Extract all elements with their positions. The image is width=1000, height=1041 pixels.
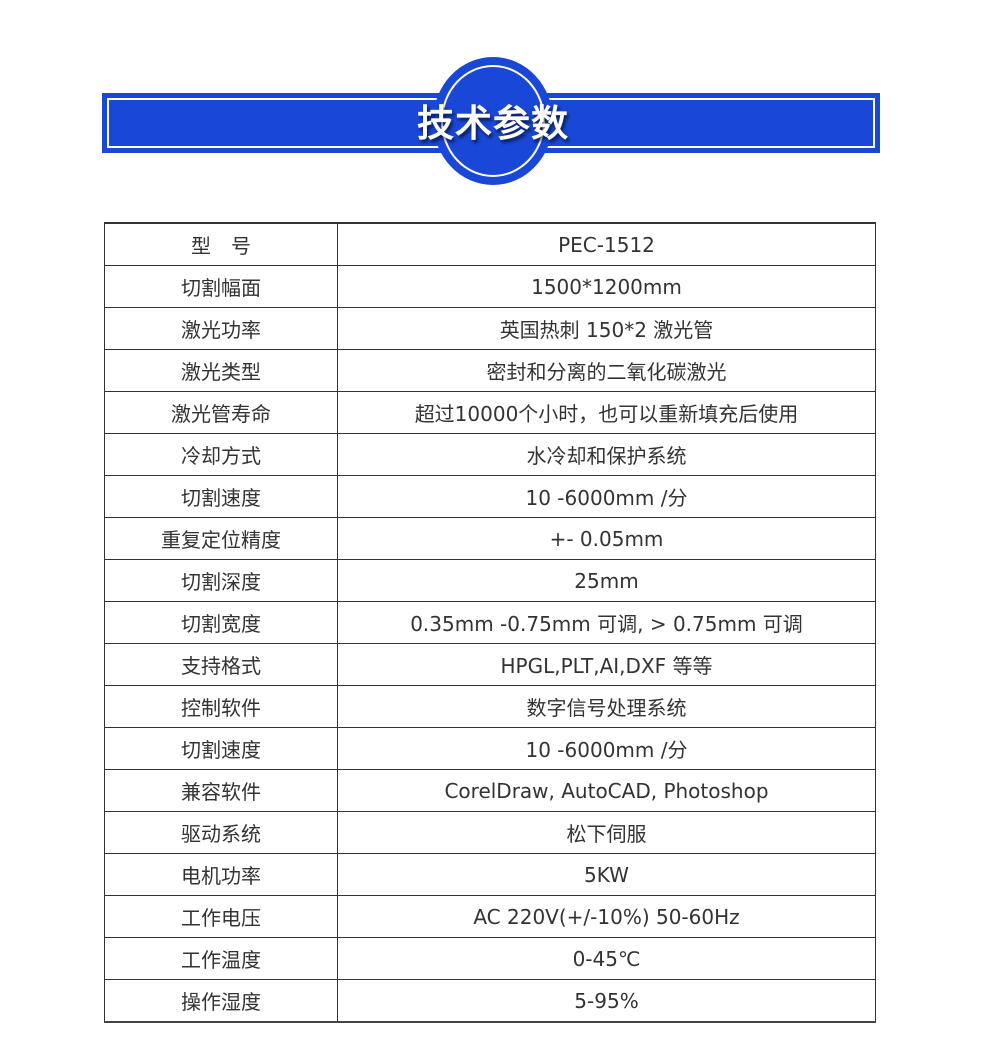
- table-row: 工作电压 AC 220V(+/-10%) 50-60Hz: [104, 895, 876, 938]
- spec-label: 激光管寿命: [104, 391, 338, 434]
- spec-value: 0-45℃: [337, 937, 876, 980]
- table-row: 激光功率 英国热刺 150*2 激光管: [104, 307, 876, 350]
- section-title: 技术参数: [417, 102, 569, 145]
- spec-label: 切割速度: [104, 475, 338, 518]
- spec-value: 25mm: [337, 559, 876, 602]
- spec-value: 英国热刺 150*2 激光管: [337, 307, 876, 350]
- spec-label: 切割幅面: [104, 265, 338, 308]
- spec-label: 重复定位精度: [104, 517, 338, 560]
- table-row: 控制软件 数字信号处理系统: [104, 685, 876, 728]
- spec-value: CorelDraw, AutoCAD, Photoshop: [337, 769, 876, 812]
- table-row: 操作湿度 5-95%: [104, 979, 876, 1023]
- spec-value: 10 -6000mm /分: [337, 475, 876, 518]
- spec-value: 水冷却和保护系统: [337, 433, 876, 476]
- spec-label: 型 号: [104, 222, 338, 266]
- spec-value: 1500*1200mm: [337, 265, 876, 308]
- spec-label: 切割深度: [104, 559, 338, 602]
- spec-label: 激光功率: [104, 307, 338, 350]
- spec-value: 松下伺服: [337, 811, 876, 854]
- spec-value: PEC-1512: [337, 222, 876, 266]
- spec-label: 操作湿度: [104, 979, 338, 1023]
- table-row: 切割宽度 0.35mm -0.75mm 可调, > 0.75mm 可调: [104, 601, 876, 644]
- table-row: 切割速度 10 -6000mm /分: [104, 475, 876, 518]
- table-row: 驱动系统 松下伺服: [104, 811, 876, 854]
- table-row: 切割速度 10 -6000mm /分: [104, 727, 876, 770]
- spec-label: 驱动系统: [104, 811, 338, 854]
- spec-value: AC 220V(+/-10%) 50-60Hz: [337, 895, 876, 938]
- spec-label: 控制软件: [104, 685, 338, 728]
- table-row: 电机功率 5KW: [104, 853, 876, 896]
- spec-label: 切割宽度: [104, 601, 338, 644]
- table-row: 支持格式 HPGL,PLT,AI,DXF 等等: [104, 643, 876, 686]
- table-row: 重复定位精度 +- 0.05mm: [104, 517, 876, 560]
- spec-value: 数字信号处理系统: [337, 685, 876, 728]
- spec-value: 10 -6000mm /分: [337, 727, 876, 770]
- spec-value: HPGL,PLT,AI,DXF 等等: [337, 643, 876, 686]
- table-row: 激光管寿命 超过10000个小时，也可以重新填充后使用: [104, 391, 876, 434]
- spec-value: 0.35mm -0.75mm 可调, > 0.75mm 可调: [337, 601, 876, 644]
- spec-label: 切割速度: [104, 727, 338, 770]
- spec-label: 工作电压: [104, 895, 338, 938]
- spec-table: 型 号 PEC-1512 切割幅面 1500*1200mm 激光功率 英国热刺 150*2…: [104, 222, 876, 1023]
- table-row: 冷却方式 水冷却和保护系统: [104, 433, 876, 476]
- spec-value: +- 0.05mm: [337, 517, 876, 560]
- table-row: 切割深度 25mm: [104, 559, 876, 602]
- emblem-ring: [441, 65, 545, 177]
- spec-value: 5KW: [337, 853, 876, 896]
- table-row: 工作温度 0-45℃: [104, 937, 876, 980]
- table-row: 兼容软件 CorelDraw, AutoCAD, Photoshop: [104, 769, 876, 812]
- spec-label: 兼容软件: [104, 769, 338, 812]
- table-row: 激光类型 密封和分离的二氧化碳激光: [104, 349, 876, 392]
- spec-value: 超过10000个小时，也可以重新填充后使用: [337, 391, 876, 434]
- table-row: 切割幅面 1500*1200mm: [104, 265, 876, 308]
- spec-label: 激光类型: [104, 349, 338, 392]
- spec-value: 5-95%: [337, 979, 876, 1023]
- spec-label: 工作温度: [104, 937, 338, 980]
- spec-label: 冷却方式: [104, 433, 338, 476]
- spec-label: 支持格式: [104, 643, 338, 686]
- spec-label: 电机功率: [104, 853, 338, 896]
- spec-value: 密封和分离的二氧化碳激光: [337, 349, 876, 392]
- table-row: 型 号 PEC-1512: [104, 222, 876, 266]
- banner-emblem: [433, 57, 553, 185]
